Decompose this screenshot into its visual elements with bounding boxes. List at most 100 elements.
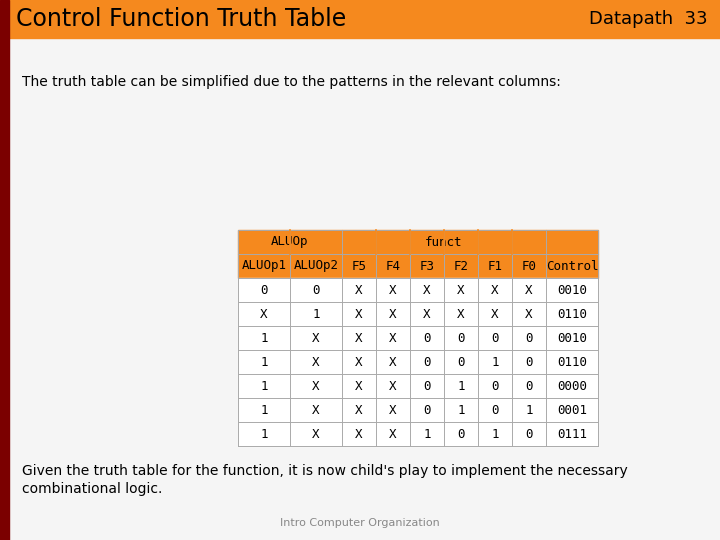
Text: X: X: [390, 332, 397, 345]
Bar: [410, 278, 444, 302]
Text: 0: 0: [260, 284, 268, 296]
Text: Control: Control: [546, 260, 598, 273]
Bar: [290, 278, 342, 302]
Text: F1: F1: [487, 260, 503, 273]
Text: 0: 0: [457, 428, 464, 441]
Text: 0001: 0001: [557, 403, 587, 416]
Text: X: X: [312, 380, 320, 393]
Bar: [290, 326, 342, 350]
Bar: [238, 230, 342, 254]
Bar: [238, 302, 290, 326]
Text: funct: funct: [426, 235, 463, 248]
Bar: [238, 398, 290, 422]
Bar: [410, 254, 444, 278]
Bar: [376, 374, 410, 398]
Text: 0: 0: [423, 355, 431, 368]
Bar: [478, 278, 512, 302]
Bar: [0, 38, 9, 540]
Text: 1: 1: [312, 307, 320, 321]
Bar: [410, 302, 444, 326]
Text: Given the truth table for the function, it is now child's play to implement the : Given the truth table for the function, …: [22, 464, 628, 478]
Text: X: X: [457, 284, 464, 296]
Bar: [342, 374, 376, 398]
Bar: [478, 350, 512, 374]
Text: 0: 0: [491, 332, 499, 345]
Text: X: X: [312, 403, 320, 416]
Text: X: X: [355, 355, 363, 368]
Bar: [290, 302, 342, 326]
Bar: [444, 350, 478, 374]
Bar: [546, 374, 598, 398]
Text: X: X: [260, 307, 268, 321]
Text: X: X: [390, 284, 397, 296]
Text: 0: 0: [423, 403, 431, 416]
Bar: [238, 326, 290, 350]
Bar: [478, 422, 512, 446]
Text: 0010: 0010: [557, 332, 587, 345]
Text: X: X: [355, 403, 363, 416]
Bar: [0, 0, 9, 38]
Text: 0110: 0110: [557, 355, 587, 368]
Text: 1: 1: [526, 403, 533, 416]
Bar: [512, 398, 546, 422]
Text: 0: 0: [312, 284, 320, 296]
Bar: [478, 374, 512, 398]
Text: X: X: [526, 284, 533, 296]
Bar: [546, 422, 598, 446]
Text: 1: 1: [491, 428, 499, 441]
Bar: [478, 302, 512, 326]
Text: 1: 1: [423, 428, 431, 441]
Text: 1: 1: [260, 355, 268, 368]
Bar: [444, 422, 478, 446]
Text: 0: 0: [526, 428, 533, 441]
Bar: [444, 302, 478, 326]
Text: 1: 1: [260, 380, 268, 393]
Bar: [546, 302, 598, 326]
Bar: [376, 254, 410, 278]
Bar: [512, 302, 546, 326]
Bar: [376, 326, 410, 350]
Text: 1: 1: [491, 355, 499, 368]
Text: X: X: [457, 307, 464, 321]
Text: F2: F2: [454, 260, 469, 273]
Bar: [478, 326, 512, 350]
Bar: [546, 398, 598, 422]
Bar: [376, 398, 410, 422]
Bar: [546, 254, 598, 278]
Bar: [546, 326, 598, 350]
Bar: [342, 278, 376, 302]
Text: X: X: [312, 332, 320, 345]
Text: 0110: 0110: [557, 307, 587, 321]
Bar: [0, 0, 720, 38]
Text: X: X: [390, 355, 397, 368]
Bar: [478, 254, 512, 278]
Bar: [290, 422, 342, 446]
Text: X: X: [491, 307, 499, 321]
Bar: [290, 254, 342, 278]
Text: 1: 1: [260, 428, 268, 441]
Text: 1: 1: [457, 403, 464, 416]
Text: 0: 0: [457, 332, 464, 345]
Bar: [512, 278, 546, 302]
Text: 0: 0: [457, 355, 464, 368]
Text: 0: 0: [526, 355, 533, 368]
Bar: [444, 254, 478, 278]
Bar: [342, 326, 376, 350]
Bar: [512, 374, 546, 398]
Text: 0010: 0010: [557, 284, 587, 296]
Bar: [478, 398, 512, 422]
Bar: [342, 302, 376, 326]
Text: X: X: [423, 307, 431, 321]
Bar: [410, 350, 444, 374]
Bar: [444, 326, 478, 350]
Bar: [410, 374, 444, 398]
Bar: [376, 302, 410, 326]
Text: ALUOp: ALUOp: [271, 235, 309, 248]
Bar: [512, 326, 546, 350]
Text: 1: 1: [260, 403, 268, 416]
Bar: [444, 278, 478, 302]
Bar: [290, 350, 342, 374]
Text: X: X: [390, 428, 397, 441]
Text: 0000: 0000: [557, 380, 587, 393]
Bar: [410, 398, 444, 422]
